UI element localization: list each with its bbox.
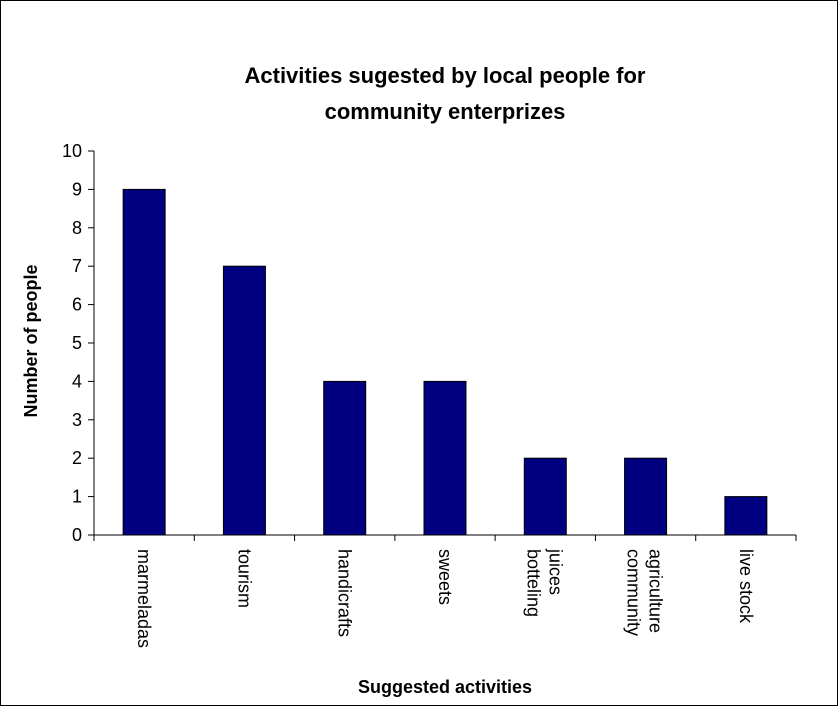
x-category-label: handicrafts [335,549,355,637]
y-tick-label: 7 [72,256,82,276]
y-tick-label: 6 [72,295,82,315]
y-tick-label: 0 [72,525,82,545]
y-tick-label: 10 [62,141,82,161]
bar [222,265,266,536]
y-axis-title: Number of people [21,264,41,417]
chart-title-line-1: Activities sugested by local people for [245,63,646,88]
x-category-label: juices [545,548,565,595]
x-category-label: live stock [736,549,756,624]
y-tick-label: 2 [72,448,82,468]
bar [523,457,567,536]
x-category-label: marmeladas [134,549,154,648]
x-category-label: agriculture [646,549,666,633]
bar [423,380,467,536]
bar [624,457,668,536]
x-axis-title: Suggested activities [358,677,532,697]
x-category-label: sweets [435,549,455,605]
y-tick-label: 5 [72,333,82,353]
x-category-label: community [624,549,644,636]
y-tick-label: 8 [72,218,82,238]
y-tick-label: 3 [72,410,82,430]
bar [724,496,768,536]
bar [122,188,166,536]
y-tick-label: 4 [72,371,82,391]
chart-title-line-2: community enterprizes [325,99,566,124]
x-category-label: botteling [523,549,543,617]
y-tick-label: 9 [72,179,82,199]
bar [323,380,367,536]
plot-area: 0 1 2 3 4 5 6 7 8 9 10 marmeladas tourism handicrafts… [62,141,797,648]
x-category-label: tourism [234,549,254,608]
y-tick-label: 1 [72,487,82,507]
